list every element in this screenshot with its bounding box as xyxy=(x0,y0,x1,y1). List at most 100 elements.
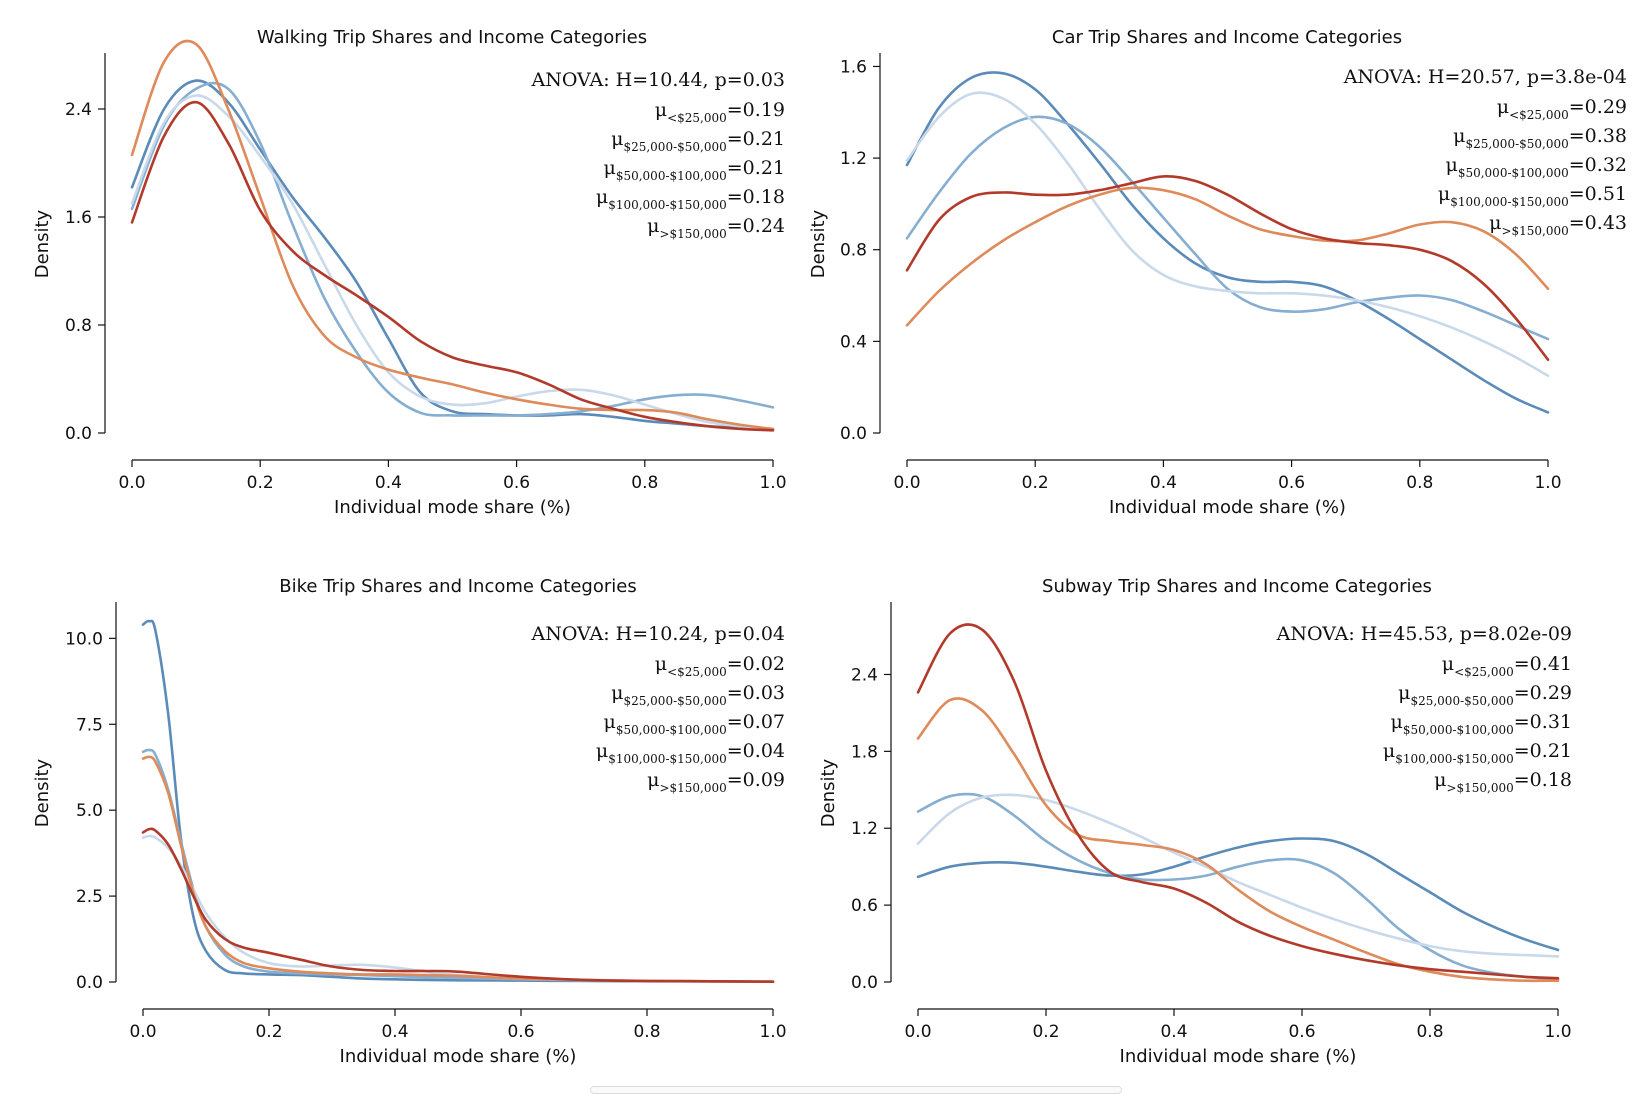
bike-mean-symbol: μ xyxy=(603,711,615,733)
car-y-axis-label: Density xyxy=(808,209,829,278)
car-chart-panel: Car Trip Shares and Income Categories 0.0… xyxy=(808,27,1627,518)
walking-mean-symbol: μ xyxy=(603,157,615,179)
car-x-axis-label: Individual mode share (%) xyxy=(1109,497,1346,518)
car-x-tick-label: 0.4 xyxy=(1150,473,1177,493)
walking-y-axis-label: Density xyxy=(32,209,53,278)
car-mean-value: =0.29 xyxy=(1569,96,1627,118)
walking-mean-subscript: $100,000-$150,000 xyxy=(608,198,727,212)
subway-y-tick-label: 1.8 xyxy=(851,742,878,762)
car-mean-subscript: >$150,000 xyxy=(1501,224,1568,238)
subway-series-150-000 xyxy=(916,623,1560,980)
bike-y-tick-label: 7.5 xyxy=(76,715,103,735)
bike-mean-subscript: $100,000-$150,000 xyxy=(608,752,727,766)
walking-mean-symbol: μ xyxy=(647,215,659,237)
subway-mean-value: =0.41 xyxy=(1514,653,1572,675)
walking-anova-text: ANOVA: H=10.44, p=0.03 xyxy=(530,69,785,91)
subway-mean-subscript: <$25,000 xyxy=(1454,665,1514,679)
walking-mean-value: =0.19 xyxy=(727,99,785,121)
walking-mean-value: =0.21 xyxy=(727,128,785,150)
car-x-tick-label: 0.2 xyxy=(1022,473,1049,493)
car-mean-symbol: μ xyxy=(1497,96,1509,118)
car-series-50-000-100-000 xyxy=(905,91,1550,377)
car-x-tick-label: 1.0 xyxy=(1534,473,1561,493)
car-y-tick-label: 1.6 xyxy=(840,57,867,77)
subway-series-50-000-100-000 xyxy=(916,793,1560,958)
walking-x-tick-label: 0.4 xyxy=(375,473,402,493)
subway-mean-value: =0.18 xyxy=(1514,769,1572,791)
bike-mean-symbol: μ xyxy=(647,769,659,791)
bike-x-tick-label: 0.2 xyxy=(255,1022,282,1042)
subway-mean-text: μ>$150,000=0.18 xyxy=(1434,769,1572,795)
car-mean-symbol: μ xyxy=(1489,212,1501,234)
walking-y-tick-label: 2.4 xyxy=(65,100,92,120)
bike-x-tick-label: 0.4 xyxy=(381,1022,408,1042)
walking-mean-symbol: μ xyxy=(596,186,608,208)
bike-mean-text: μ$100,000-$150,000=0.04 xyxy=(596,740,785,766)
subway-mean-text: μ$100,000-$150,000=0.21 xyxy=(1383,740,1572,766)
car-mean-value: =0.51 xyxy=(1569,183,1627,205)
bike-mean-subscript: <$25,000 xyxy=(667,665,727,679)
bike-x-tick-label: 0.6 xyxy=(507,1022,534,1042)
walking-x-tick-label: 0.0 xyxy=(118,473,145,493)
subway-mean-symbol: μ xyxy=(1390,711,1402,733)
bike-mean-subscript: >$150,000 xyxy=(659,781,726,795)
walking-mean-text: μ$50,000-$100,000=0.21 xyxy=(603,157,785,183)
subway-y-tick-label: 1.2 xyxy=(851,819,878,839)
car-x-tick-label: 0.8 xyxy=(1406,473,1433,493)
car-chart-title: Car Trip Shares and Income Categories xyxy=(1052,27,1402,48)
car-mean-symbol: μ xyxy=(1445,154,1457,176)
subway-series-100-000-150-000 xyxy=(916,697,1560,983)
walking-series-25-000-50-000 xyxy=(130,81,775,417)
car-mean-subscript: $50,000-$100,000 xyxy=(1458,166,1569,180)
walking-chart-panel: Walking Trip Shares and Income Categorie… xyxy=(32,27,787,518)
car-mean-symbol: μ xyxy=(1453,125,1465,147)
bike-y-tick-label: 5.0 xyxy=(76,801,103,821)
subway-y-axis-label: Density xyxy=(818,758,839,827)
bike-x-tick-label: 0.8 xyxy=(633,1022,660,1042)
subway-x-tick-label: 0.0 xyxy=(904,1022,931,1042)
bike-mean-value: =0.02 xyxy=(727,653,785,675)
bike-mean-text: μ>$150,000=0.09 xyxy=(647,769,785,795)
bottom-scroll-handle[interactable] xyxy=(590,1086,1122,1094)
bike-mean-text: μ<$25,000=0.02 xyxy=(655,653,785,679)
subway-mean-value: =0.21 xyxy=(1514,740,1572,762)
subway-x-tick-label: 0.8 xyxy=(1416,1022,1443,1042)
bike-mean-value: =0.04 xyxy=(727,740,785,762)
walking-mean-value: =0.24 xyxy=(727,215,785,237)
walking-x-axis-label: Individual mode share (%) xyxy=(334,497,571,518)
car-mean-text: μ>$150,000=0.43 xyxy=(1489,212,1627,238)
bike-chart-panel: Bike Trip Shares and Income Categories 0.… xyxy=(32,576,787,1067)
bike-mean-symbol: μ xyxy=(596,740,608,762)
car-y-tick-label: 0.4 xyxy=(840,332,867,352)
bike-mean-value: =0.09 xyxy=(727,769,785,791)
car-mean-subscript: <$25,000 xyxy=(1509,108,1569,122)
subway-mean-text: μ$50,000-$100,000=0.31 xyxy=(1390,711,1572,737)
car-mean-text: μ<$25,000=0.29 xyxy=(1497,96,1627,122)
bike-x-tick-label: 1.0 xyxy=(759,1022,786,1042)
bike-y-tick-label: 2.5 xyxy=(76,887,103,907)
walking-series-25-000 xyxy=(130,79,775,431)
bike-mean-text: μ$50,000-$100,000=0.07 xyxy=(603,711,785,737)
car-series-25-000 xyxy=(905,71,1550,414)
subway-x-tick-label: 0.6 xyxy=(1288,1022,1315,1042)
bike-y-axis-label: Density xyxy=(32,758,53,827)
car-y-tick-label: 0.8 xyxy=(840,241,867,261)
walking-x-tick-label: 1.0 xyxy=(759,473,786,493)
bike-anova-text: ANOVA: H=10.24, p=0.04 xyxy=(530,623,785,645)
car-mean-subscript: $100,000-$150,000 xyxy=(1450,195,1569,209)
bike-series-150-000 xyxy=(141,827,775,983)
walking-y-tick-label: 1.6 xyxy=(65,208,92,228)
bike-mean-text: μ$25,000-$50,000=0.03 xyxy=(611,682,785,708)
bike-y-tick-label: 0.0 xyxy=(76,973,103,993)
subway-x-tick-label: 0.2 xyxy=(1032,1022,1059,1042)
walking-x-tick-label: 0.8 xyxy=(631,473,658,493)
car-y-tick-label: 1.2 xyxy=(840,149,867,169)
car-mean-text: μ$100,000-$150,000=0.51 xyxy=(1438,183,1627,209)
walking-mean-subscript: <$25,000 xyxy=(667,111,727,125)
bike-mean-symbol: μ xyxy=(655,653,667,675)
car-mean-value: =0.43 xyxy=(1569,212,1627,234)
car-y-tick-label: 0.0 xyxy=(840,424,867,444)
subway-mean-symbol: μ xyxy=(1434,769,1446,791)
car-series-25-000-50-000 xyxy=(905,115,1550,341)
walking-mean-value: =0.21 xyxy=(727,157,785,179)
